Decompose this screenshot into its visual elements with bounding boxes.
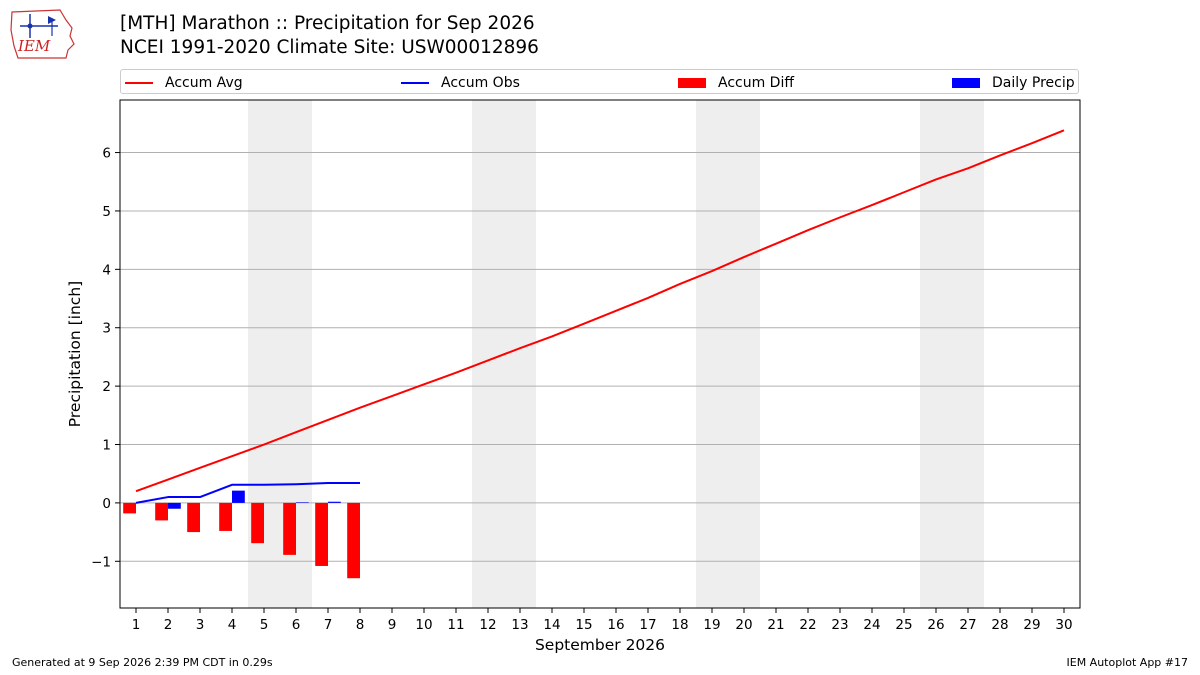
y-tick-label: 0 <box>102 496 111 512</box>
y-tick-label: 3 <box>102 321 111 337</box>
accum-avg-line <box>135 129 1065 493</box>
legend-label: Daily Precip <box>992 74 1075 91</box>
x-tick-label: 30 <box>1055 617 1072 633</box>
iowa-outline-icon <box>10 9 75 59</box>
legend-item-accum-obs: Accum Obs <box>401 70 520 95</box>
x-tick-label: 13 <box>511 617 528 633</box>
y-axis-label: Precipitation [inch] <box>66 281 84 427</box>
accum-obs-line <box>135 482 360 504</box>
x-tick-label: 7 <box>324 617 333 633</box>
chart-subtitle: NCEI 1991-2020 Climate Site: USW00012896 <box>120 37 539 58</box>
x-tick-label: 9 <box>388 617 397 633</box>
x-tick-label: 15 <box>575 617 592 633</box>
x-tick-label: 25 <box>895 617 912 633</box>
legend-swatch-daily-precip <box>952 77 980 88</box>
y-tick-label: −1 <box>91 554 111 570</box>
weekend-band <box>696 100 760 608</box>
x-tick-label: 11 <box>447 617 464 633</box>
x-tick-label: 27 <box>959 617 976 633</box>
x-tick-label: 6 <box>292 617 301 633</box>
legend-item-daily-precip: Daily Precip <box>952 70 1075 95</box>
x-tick-label: 16 <box>607 617 624 633</box>
app-credit: IEM Autoplot App #17 <box>1066 656 1189 669</box>
accum-diff-bar <box>187 502 200 533</box>
legend-swatch-accum-diff <box>678 77 706 88</box>
chart-title: [MTH] Marathon :: Precipitation for Sep … <box>120 13 535 34</box>
x-tick-label: 21 <box>767 617 784 633</box>
x-tick-label: 28 <box>991 617 1008 633</box>
x-tick-label: 29 <box>1023 617 1040 633</box>
x-axis-label: September 2026 <box>535 636 665 654</box>
y-tick-label: 6 <box>102 146 111 162</box>
x-tick-label: 2 <box>164 617 173 633</box>
x-tick-label: 5 <box>260 617 269 633</box>
daily-precip-bar <box>232 490 245 503</box>
legend-swatch-accum-obs <box>401 81 429 84</box>
chart-legend: Accum Avg Accum Obs Accum Diff Daily Pre… <box>120 69 1079 94</box>
daily-precip-bar <box>328 501 341 503</box>
x-tick-label: 3 <box>196 617 205 633</box>
accum-diff-bar <box>123 502 136 514</box>
plot-frame <box>119 99 1081 609</box>
x-tick-label: 1 <box>132 617 141 633</box>
generated-timestamp: Generated at 9 Sep 2026 2:39 PM CDT in 0… <box>12 656 273 669</box>
logo-text: IEM <box>17 37 51 55</box>
x-tick-label: 18 <box>671 617 688 633</box>
legend-swatch-accum-avg <box>125 81 153 84</box>
x-tick-label: 12 <box>479 617 496 633</box>
accum-diff-bar <box>315 502 328 566</box>
y-tick-label: 5 <box>102 204 111 220</box>
weekend-band <box>920 100 984 608</box>
accum-diff-bar <box>347 502 360 579</box>
daily-precip-bar <box>168 502 181 509</box>
x-tick-label: 26 <box>927 617 944 633</box>
legend-label: Accum Avg <box>165 74 243 91</box>
accum-diff-bar <box>219 502 232 531</box>
y-tick-label: 2 <box>102 379 111 395</box>
legend-item-accum-avg: Accum Avg <box>125 70 243 95</box>
x-tick-label: 19 <box>703 617 720 633</box>
accum-diff-bar <box>155 502 168 521</box>
x-tick-label: 22 <box>799 617 816 633</box>
x-tick-label: 14 <box>543 617 560 633</box>
legend-label: Accum Obs <box>441 74 520 91</box>
y-tick-label: 4 <box>102 262 111 278</box>
x-tick-label: 8 <box>356 617 365 633</box>
x-tick-label: 23 <box>831 617 848 633</box>
legend-item-accum-diff: Accum Diff <box>678 70 794 95</box>
x-tick-label: 20 <box>735 617 752 633</box>
x-tick-label: 17 <box>639 617 656 633</box>
accum-diff-bar <box>251 502 264 544</box>
x-tick-label: 24 <box>863 617 880 633</box>
x-tick-label: 10 <box>415 617 432 633</box>
x-tick-label: 4 <box>228 617 237 633</box>
accum-diff-bar <box>283 502 296 555</box>
iem-logo: IEM <box>10 9 75 59</box>
legend-label: Accum Diff <box>718 74 795 91</box>
y-tick-label: 1 <box>102 438 111 454</box>
daily-precip-bar <box>296 502 309 503</box>
